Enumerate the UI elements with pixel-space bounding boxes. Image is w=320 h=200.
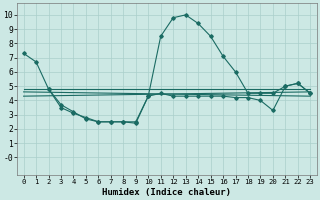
- X-axis label: Humidex (Indice chaleur): Humidex (Indice chaleur): [102, 188, 231, 197]
